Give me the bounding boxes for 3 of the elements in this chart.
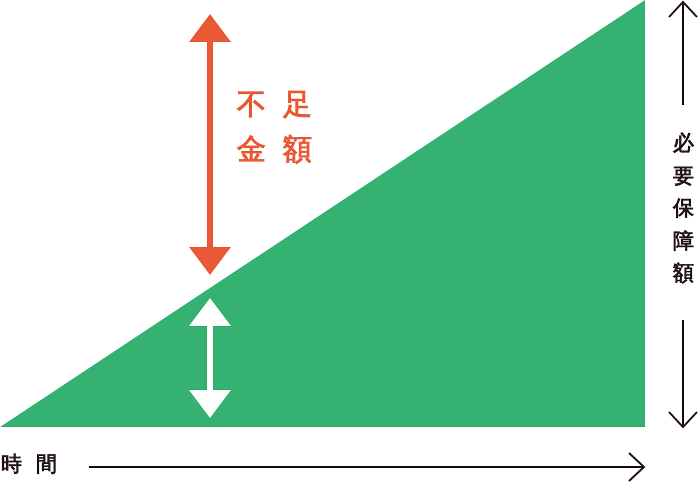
y-axis-title: 必要保障額 [672, 130, 695, 287]
x-axis-title: 時間 [1, 451, 71, 477]
annotation: 不足金額 [237, 86, 330, 168]
